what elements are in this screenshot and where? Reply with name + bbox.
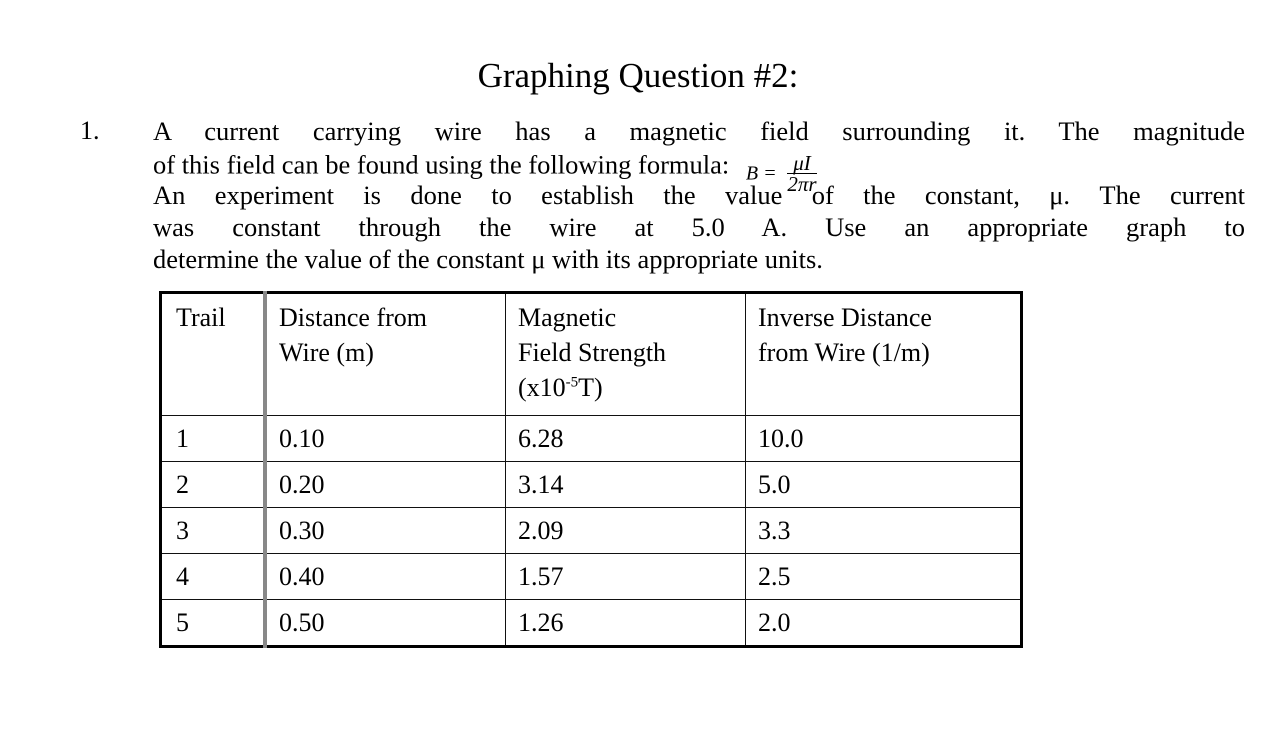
header-inverse-line1: Inverse Distance — [758, 303, 932, 332]
cell-distance: 0.30 — [263, 507, 506, 554]
page-title: Graphing Question #2: — [477, 56, 799, 95]
question-line-2-text: of this field can be found using the fol… — [153, 149, 730, 180]
header-inverse-line2: from Wire (1/m) — [758, 338, 930, 367]
cell-trail: 5 — [160, 599, 266, 647]
header-trail-label: Trail — [176, 303, 226, 332]
header-trail: Trail — [160, 292, 266, 416]
question-text: A current carrying wire has a magnetic f… — [153, 115, 1245, 275]
header-inverse-distance: Inverse Distance from Wire (1/m) — [745, 292, 1022, 416]
header-field-line2: Field Strength — [518, 338, 667, 367]
formula-fraction: μI 2πr — [787, 153, 817, 196]
cell-inverse: 3.3 — [745, 507, 1022, 554]
cell-field: 1.57 — [505, 553, 746, 600]
cell-field: 1.26 — [505, 599, 746, 647]
cell-distance: 0.50 — [263, 599, 506, 647]
data-table: Trail Distance from Wire (m) Magnetic Fi… — [159, 291, 1023, 648]
header-field-unit-post: T) — [578, 373, 603, 402]
table-row: 1 0.10 6.28 10.0 — [160, 415, 1022, 462]
cell-field: 2.09 — [505, 507, 746, 554]
question-line-4: was constant through the wire at 5.0 A. … — [153, 212, 1245, 242]
question-line-1: A current carrying wire has a magnetic f… — [153, 116, 1245, 146]
header-field-unit-pre: (x10 — [518, 373, 566, 402]
formula-denominator: 2πr — [787, 172, 817, 196]
cell-field: 6.28 — [505, 415, 746, 462]
question-line-2: of this field can be found using the fol… — [153, 147, 1245, 195]
header-field-line3: (x10-5T) — [518, 370, 735, 405]
cell-inverse: 10.0 — [745, 415, 1022, 462]
cell-distance: 0.20 — [263, 461, 506, 508]
question-line-5: determine the value of the constant μ wi… — [153, 244, 823, 274]
header-field-strength: Magnetic Field Strength (x10-5T) — [505, 292, 746, 416]
cell-field: 3.14 — [505, 461, 746, 508]
question-line-3: An experiment is done to establish the v… — [153, 180, 1245, 210]
table-row: 4 0.40 1.57 2.5 — [160, 553, 1022, 600]
table-header-row: Trail Distance from Wire (m) Magnetic Fi… — [160, 292, 1022, 416]
cell-inverse: 5.0 — [745, 461, 1022, 508]
table-row: 5 0.50 1.26 2.0 — [160, 599, 1022, 647]
cell-distance: 0.40 — [263, 553, 506, 600]
cell-inverse: 2.5 — [745, 553, 1022, 600]
cell-trail: 1 — [160, 415, 266, 462]
cell-inverse: 2.0 — [745, 599, 1022, 647]
question-number: 1. — [80, 116, 100, 145]
formula-lhs: B = — [745, 162, 777, 185]
table-row: 2 0.20 3.14 5.0 — [160, 461, 1022, 508]
header-distance: Distance from Wire (m) — [263, 292, 506, 416]
table-row: 3 0.30 2.09 3.3 — [160, 507, 1022, 554]
cell-trail: 2 — [160, 461, 266, 508]
formula-numerator: μI — [787, 153, 817, 174]
header-field-line1: Magnetic — [518, 303, 617, 332]
cell-distance: 0.10 — [263, 415, 506, 462]
header-field-unit-exponent: -5 — [565, 374, 579, 391]
header-distance-line1: Distance from — [279, 303, 428, 332]
header-distance-line2: Wire (m) — [279, 338, 374, 367]
cell-trail: 4 — [160, 553, 266, 600]
magnetic-field-formula: B = μI 2πr — [745, 153, 817, 196]
cell-trail: 3 — [160, 507, 266, 554]
